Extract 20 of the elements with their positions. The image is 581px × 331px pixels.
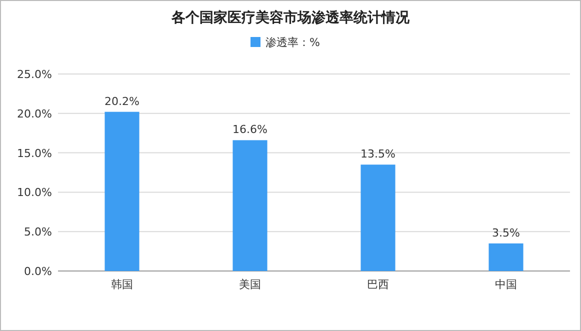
x-tick-label: 美国 (239, 278, 261, 291)
x-tick-label: 韩国 (111, 278, 133, 291)
bar (232, 140, 268, 271)
data-label: 3.5% (492, 226, 520, 240)
x-tick-label: 中国 (495, 278, 517, 291)
chart-title: 各个国家医疗美容市场渗透率统计情况 (170, 9, 410, 26)
x-tick-label: 巴西 (367, 278, 389, 291)
legend-label: 渗透率：% (266, 36, 320, 49)
bar (488, 243, 524, 271)
y-tick-label: 0.0% (24, 265, 52, 278)
bar (104, 112, 140, 271)
data-label: 20.2% (104, 94, 140, 108)
bar (360, 164, 396, 271)
y-tick-label: 5.0% (24, 226, 52, 239)
y-tick-label: 10.0% (17, 186, 52, 200)
data-label: 16.6% (232, 123, 268, 136)
y-tick-label: 15.0% (17, 146, 52, 160)
y-tick-label: 20.0% (17, 107, 52, 120)
y-tick-label: 25.0% (17, 68, 52, 81)
data-label: 13.5% (360, 148, 396, 161)
